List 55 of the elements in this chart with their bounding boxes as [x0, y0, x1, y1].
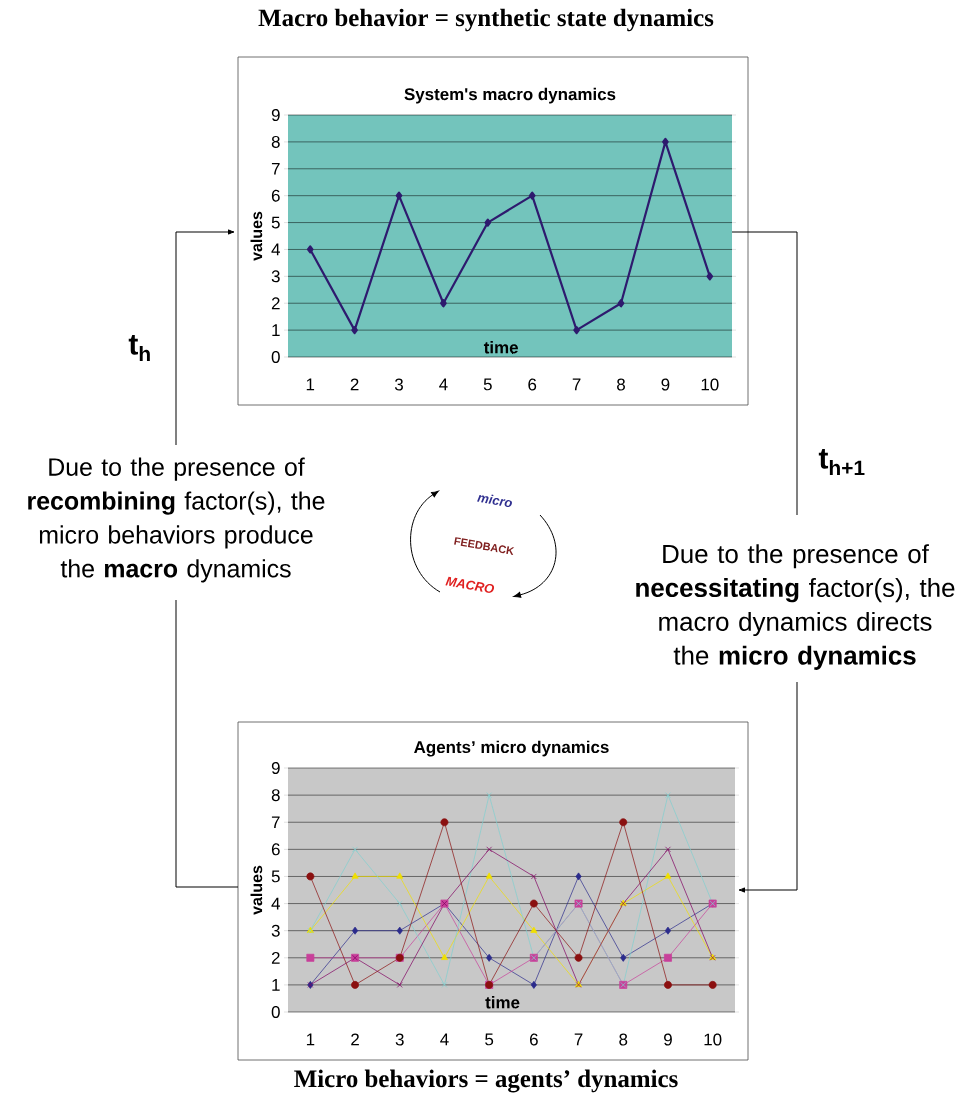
y-tick-label: 6	[271, 843, 280, 856]
x-tick-label: 8	[619, 1033, 628, 1046]
y-tick-label: 5	[271, 216, 280, 229]
text: Macro behavior = synthetic state dynamics	[258, 8, 714, 32]
text: MACRO	[445, 576, 495, 593]
chart-title: System's macro dynamics	[404, 87, 616, 104]
y-tick-label: 7	[271, 162, 280, 175]
y-tick-label: 3	[271, 270, 280, 283]
y-axis-title: values	[250, 211, 263, 261]
y-tick-label: 2	[271, 951, 280, 964]
y-tick-label: 1	[272, 324, 280, 336]
x-axis-title: time	[485, 996, 520, 1009]
x-tick-label: 7	[572, 378, 581, 391]
y-tick-label: 8	[271, 789, 280, 802]
text: FEEDBACK	[454, 537, 515, 555]
x-tick-label: 1	[306, 378, 315, 391]
x-tick-label: 6	[528, 378, 537, 391]
y-tick-label: 0	[271, 351, 280, 364]
text: Due to the presence of necessitating factor(s), the macro dynamics directs the micro dynamics	[636, 544, 955, 670]
y-tick-label: 4	[271, 243, 280, 256]
y-tick-label: 2	[271, 297, 280, 310]
x-tick-label: 6	[530, 1033, 538, 1046]
text: t$_{h}$	[128, 334, 150, 362]
y-tick-label: 7	[271, 816, 280, 829]
x-axis-title: time	[483, 341, 518, 354]
x-tick-label: 8	[617, 378, 625, 391]
x-tick-label: 7	[574, 1033, 583, 1046]
x-tick-label: 10	[704, 1033, 722, 1046]
x-tick-label: 4	[440, 1033, 449, 1046]
y-tick-label: 9	[271, 762, 280, 775]
text: t$_{h+1}$	[818, 448, 865, 476]
x-tick-label: 10	[701, 378, 719, 391]
y-axis-title: values	[250, 865, 263, 915]
x-tick-label: 9	[664, 1033, 672, 1046]
y-tick-label: 6	[271, 189, 280, 202]
x-tick-label: 4	[439, 378, 448, 391]
x-tick-label: 9	[661, 378, 670, 391]
x-tick-label: 3	[395, 1033, 404, 1046]
chart-title: Agents’ micro dynamics	[414, 740, 609, 757]
x-tick-label: 2	[350, 378, 359, 391]
x-tick-label: 2	[351, 1033, 359, 1046]
y-tick-label: 0	[271, 1006, 280, 1019]
y-tick-label: 1	[272, 979, 280, 991]
text: micro	[477, 494, 512, 508]
y-tick-label: 8	[271, 135, 280, 148]
y-tick-label: 3	[271, 924, 280, 937]
y-tick-label: 4	[271, 897, 280, 910]
text: Due to the presence of recombining factor(s), the micro behaviors produce the macro dynamics	[28, 457, 325, 583]
x-tick-label: 3	[394, 378, 403, 391]
y-tick-label: 5	[271, 870, 280, 883]
x-tick-label: 1	[306, 1033, 315, 1046]
x-tick-label: 5	[483, 378, 492, 391]
text: Micro behaviors = agents’ dynamics	[294, 1069, 678, 1093]
x-tick-label: 5	[485, 1033, 494, 1046]
y-tick-label: 9	[271, 109, 280, 122]
